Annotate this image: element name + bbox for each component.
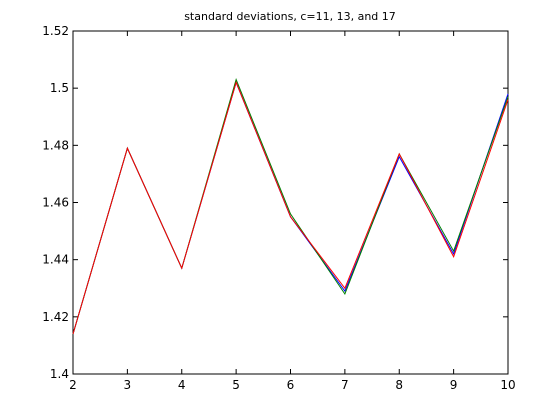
x-tick-label: 9: [450, 378, 458, 392]
x-tick-label: 3: [124, 378, 132, 392]
x-tick-label: 2: [69, 378, 77, 392]
series-group: [72, 78, 509, 335]
y-tick-label: 1.48: [42, 138, 69, 152]
y-tick-label: 1.44: [42, 253, 69, 267]
y-tick-label: 1.42: [42, 310, 69, 324]
chart-title: standard deviations, c=11, 13, and 17: [184, 10, 396, 23]
x-tick-label: 4: [178, 378, 186, 392]
x-tick-label: 8: [395, 378, 403, 392]
y-tick-label: 1.52: [42, 24, 69, 38]
x-tick-label: 7: [341, 378, 349, 392]
x-tick-label: 5: [232, 378, 240, 392]
plot-area: [72, 30, 509, 375]
x-tick-label: 6: [287, 378, 295, 392]
axis-ticks: 2 3 4 5 6 7 8 9 10 1.4 1.42 1.44 1.46 1.48 1.5 1.52: [42, 24, 515, 392]
y-tick-label: 1.5: [50, 81, 69, 95]
y-tick-label: 1.4: [50, 367, 69, 381]
y-tick-label: 1.46: [42, 196, 69, 210]
series-line-3: [72, 80, 509, 335]
x-tick-label: 10: [500, 378, 515, 392]
